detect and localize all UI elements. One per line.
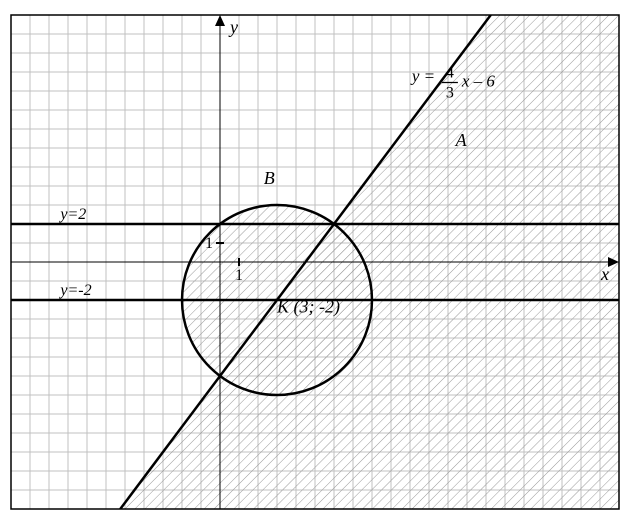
diag-eq-rest: x – 6 <box>461 72 496 91</box>
hline-label-0: y=2 <box>58 206 86 223</box>
x-axis-label: x <box>600 264 609 284</box>
diag-eq-frac-bot: 3 <box>446 85 454 102</box>
diag-eq-y: y = <box>410 67 435 86</box>
y-axis-label: y <box>228 17 238 37</box>
hline-label-1: y=-2 <box>58 282 91 299</box>
point-k-label: K (3; -2) <box>276 296 340 317</box>
diag-eq-frac-top: 4 <box>446 65 454 82</box>
x-tick-1-label: 1 <box>235 267 243 284</box>
math-diagram: y=2y=-2xy11y =43x – 6ABK (3; -2) <box>0 0 627 523</box>
point-b-label: B <box>264 168 275 188</box>
point-a-label: A <box>455 130 468 150</box>
